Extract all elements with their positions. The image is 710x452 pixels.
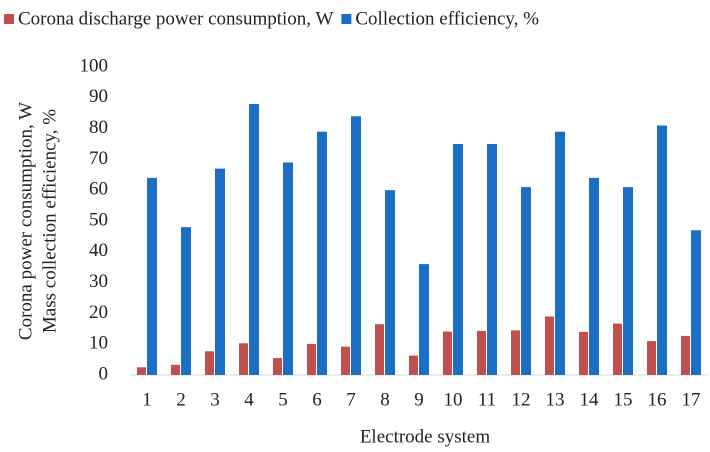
bar: [273, 358, 282, 375]
y-tick-label: 90: [89, 86, 108, 107]
bar: [521, 187, 531, 375]
y-axis-label: Mass collection efficiency, %: [39, 109, 60, 333]
x-tick-label: 2: [176, 389, 186, 410]
y-tick-label: 0: [99, 363, 109, 384]
bar: [545, 316, 554, 375]
bar: [351, 116, 361, 375]
bar: [181, 227, 191, 375]
bar: [205, 351, 214, 375]
y-tick-label: 20: [89, 302, 108, 323]
y-axis-label: Corona power consumption, W: [15, 102, 36, 340]
bar: [691, 230, 701, 375]
x-tick-label: 8: [380, 389, 390, 410]
x-tick-label: 15: [614, 389, 633, 410]
y-tick-label: 50: [89, 209, 108, 230]
bar: [487, 144, 497, 375]
x-tick-label: 16: [648, 389, 667, 410]
bar: [249, 103, 259, 376]
x-tick-label: 11: [478, 389, 496, 410]
y-tick-label: 100: [80, 55, 109, 76]
x-tick-label: 7: [346, 389, 356, 410]
bar: [137, 367, 146, 375]
bar: [589, 177, 599, 375]
bar: [579, 331, 588, 375]
bar: [613, 323, 622, 375]
bar: [511, 330, 520, 375]
bar: [317, 131, 327, 375]
y-tick-label: 40: [89, 240, 108, 261]
legend-label: Corona discharge power consumption, W: [18, 8, 333, 29]
bar: [647, 341, 656, 375]
legend-swatch: [341, 14, 352, 24]
x-tick-label: 17: [682, 389, 701, 410]
y-tick-label: 10: [89, 333, 108, 354]
x-tick-label: 1: [142, 389, 152, 410]
bar: [623, 187, 633, 375]
x-tick-label: 10: [444, 389, 463, 410]
legend-swatch: [4, 14, 14, 24]
bar: [215, 168, 225, 375]
x-tick-label: 14: [580, 389, 600, 410]
x-tick-label: 3: [210, 389, 220, 410]
y-tick-label: 70: [89, 148, 108, 169]
y-tick-label: 30: [89, 271, 108, 292]
bar: [341, 346, 350, 375]
bar: [657, 125, 667, 376]
bar: [375, 324, 384, 375]
bar: [453, 144, 463, 375]
bar: [171, 364, 180, 375]
bar: [307, 343, 316, 375]
bar: [681, 335, 690, 375]
bar: [283, 162, 293, 375]
bar: [385, 190, 395, 375]
x-tick-label: 6: [312, 389, 322, 410]
y-tick-label: 80: [89, 117, 108, 138]
x-tick-label: 12: [512, 389, 531, 410]
bar: [555, 131, 565, 375]
bar: [147, 177, 157, 375]
x-tick-label: 5: [278, 389, 288, 410]
bar: [409, 355, 418, 375]
y-tick-label: 60: [89, 179, 108, 200]
legend-label: Collection efficiency, %: [355, 8, 539, 29]
bar: [443, 331, 452, 375]
x-tick-label: 13: [546, 389, 565, 410]
bar: [477, 330, 486, 375]
x-axis-label: Electrode system: [360, 426, 491, 447]
bar: [419, 264, 429, 375]
x-tick-label: 4: [244, 389, 254, 410]
x-tick-label: 9: [414, 389, 424, 410]
bar: [239, 343, 248, 375]
